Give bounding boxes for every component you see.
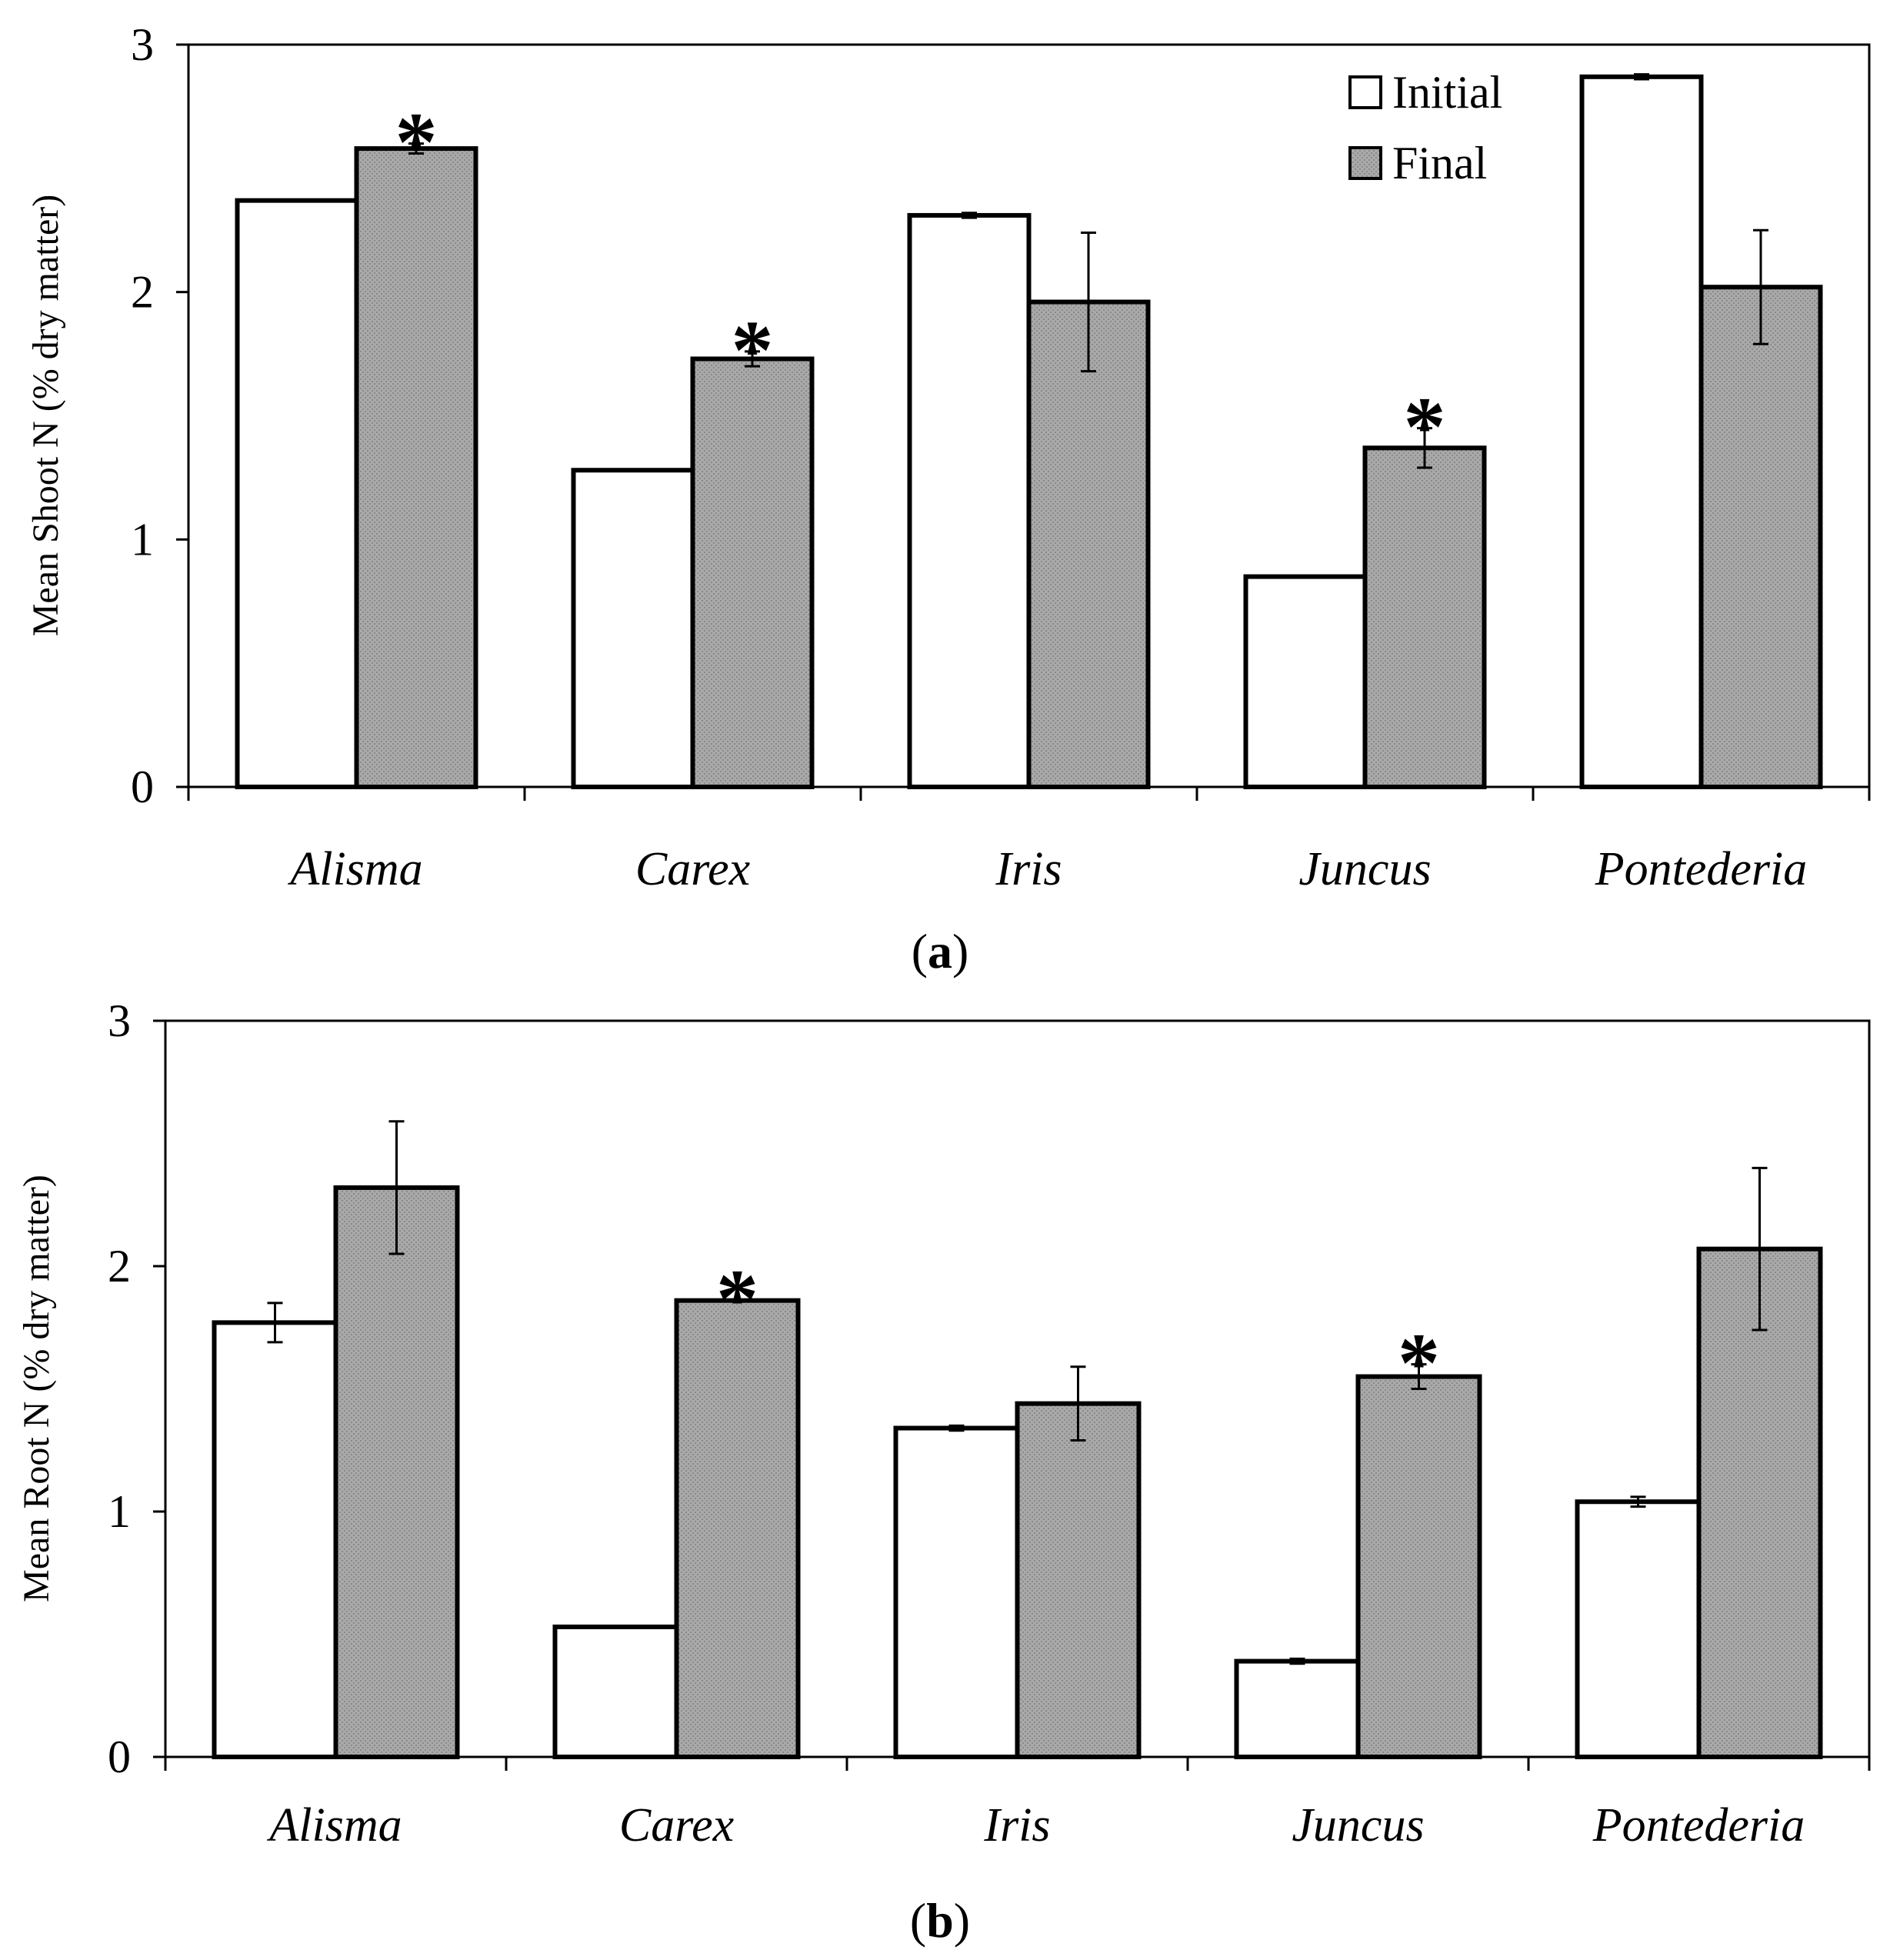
panel-letter-b: b [926,1893,954,1948]
y-axis-label-a: Mean Shoot N (% dry matter) [25,195,66,637]
panel-letter-a: a [928,924,952,978]
significance-marker: * [716,1252,758,1346]
y-tick-label: 3 [131,19,154,70]
legend-label-initial: Initial [1392,67,1502,118]
bar-final-pontederia [1698,285,1823,789]
significance-marker: * [1398,1316,1440,1410]
bar-final-carex [674,1298,801,1760]
legend-swatch-initial [1348,75,1382,109]
category-label: Juncus [1298,843,1431,895]
chart-panel-a: * * * 0 1 2 3 Alisma Carex Iris Juncus Pontederia… [25,19,1871,978]
y-ticks-a: 0 1 2 3 [131,19,1871,812]
significance-marker: * [395,95,438,189]
bar-final-juncus [1355,1374,1482,1760]
bar-final-pontederia [1696,1246,1823,1760]
category-label: Alisma [266,1799,402,1852]
category-label: Alisma [287,843,422,895]
x-categories-b: Alisma Carex Iris Juncus Pontederia [266,1799,1805,1852]
legend-swatch-final [1348,146,1382,180]
bars-group-b: ** [212,1120,1823,1760]
y-tick-label: 1 [108,1486,131,1537]
y-ticks-b: 0 1 2 3 [108,995,1871,1782]
category-label: Juncus [1292,1799,1424,1852]
bar-final-carex [690,356,815,789]
bar-initial-alisma [212,1320,338,1759]
bar-initial-juncus [1234,1658,1361,1760]
category-label: Iris [983,1799,1050,1852]
category-label: Carex [635,843,751,895]
bar-initial-juncus [1243,574,1368,789]
category-label: Iris [995,843,1062,895]
bar-final-alisma [333,1185,460,1760]
bar-initial-carex [571,468,695,789]
panel-label-b: (b) [910,1893,970,1948]
y-tick-label: 1 [131,514,154,565]
legend-label-final: Final [1392,138,1487,188]
bar-final-alisma [354,146,478,790]
category-label: Carex [619,1799,735,1852]
bar-initial-carex [552,1624,679,1759]
legend: Initial Final [1348,67,1502,188]
bar-initial-pontederia [1575,1499,1702,1759]
bar-initial-alisma [235,198,359,789]
bar-initial-iris [907,212,1032,789]
y-tick-label: 3 [108,995,131,1046]
bar-final-iris [1015,1401,1142,1759]
bar-final-iris [1026,299,1151,789]
category-label: Pontederia [1592,1799,1805,1852]
y-tick-label: 2 [108,1241,131,1292]
significance-marker: * [732,303,774,397]
category-label: Pontederia [1595,843,1808,895]
bar-final-juncus [1362,445,1487,789]
bar-initial-iris [893,1425,1020,1760]
y-tick-label: 0 [131,762,154,812]
y-tick-label: 0 [108,1732,131,1782]
y-tick-label: 2 [131,267,154,318]
bar-initial-pontederia [1579,74,1704,790]
y-axis-label-b: Mean Root N (% dry matter) [16,1175,57,1602]
panel-label-a: (a) [912,924,969,978]
bars-group-a: * * * [235,73,1823,790]
x-categories-a: Alisma Carex Iris Juncus Pontederia [287,843,1807,895]
significance-marker: * [1404,380,1446,474]
